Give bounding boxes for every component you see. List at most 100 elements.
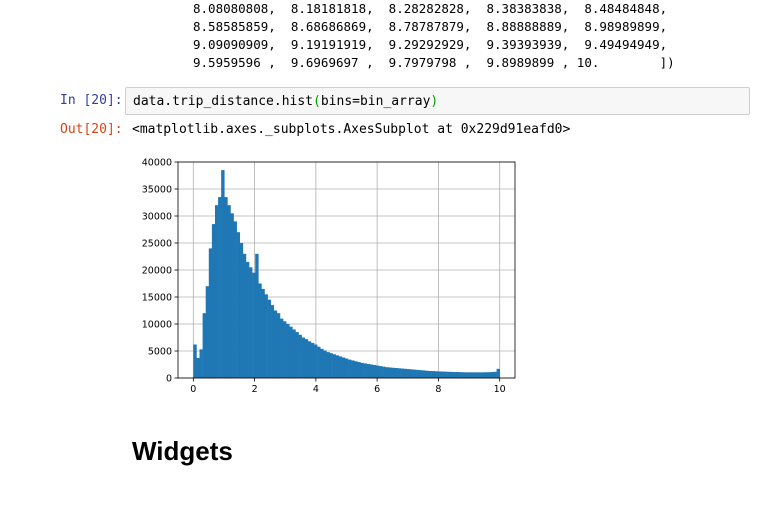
histogram-bar bbox=[283, 321, 287, 378]
histogram-bar bbox=[289, 326, 293, 378]
y-tick-label: 40000 bbox=[142, 158, 172, 169]
histogram-bar bbox=[462, 372, 466, 378]
histogram-bar bbox=[249, 267, 253, 378]
histogram-bar bbox=[242, 253, 247, 378]
y-tick-label: 35000 bbox=[142, 185, 172, 196]
histogram-plot: 0 5000 10000 15000 20000 25000 30000 35000 40000… bbox=[142, 158, 516, 395]
histogram-bar bbox=[208, 248, 213, 378]
array-output-line: 9.5959596 , 9.6969697 , 9.7979798 , 9.89… bbox=[193, 55, 675, 70]
histogram-bar bbox=[422, 370, 426, 378]
histogram-bar bbox=[335, 355, 340, 378]
histogram-bar bbox=[205, 286, 210, 378]
histogram-bar bbox=[471, 372, 476, 378]
histogram-bar bbox=[487, 372, 491, 378]
histogram-bar bbox=[351, 360, 355, 378]
histogram-bar bbox=[474, 372, 479, 378]
histogram-bar bbox=[450, 371, 454, 378]
histogram-bar bbox=[301, 337, 306, 378]
x-tick-label: 2 bbox=[252, 384, 258, 395]
histogram-bar bbox=[354, 361, 358, 378]
histogram-bar bbox=[397, 368, 401, 378]
histogram-bar bbox=[295, 332, 299, 378]
histogram-bar bbox=[348, 359, 352, 378]
histogram-bar bbox=[267, 299, 271, 378]
histogram-bar bbox=[437, 371, 442, 378]
histogram-bar bbox=[428, 370, 432, 378]
histogram-bar bbox=[193, 344, 197, 378]
histogram-bar bbox=[344, 358, 349, 378]
histogram-bar bbox=[372, 365, 377, 378]
histogram-bar bbox=[394, 368, 398, 378]
code-text[interactable]: data.trip_distance.hist(bins=bin_array) bbox=[133, 93, 438, 111]
histogram-bar bbox=[403, 368, 408, 378]
histogram-bar bbox=[459, 372, 463, 378]
histogram-bar bbox=[196, 358, 200, 378]
array-output-line: 8.08080808, 8.18181818, 8.28282828, 8.38… bbox=[193, 1, 668, 16]
histogram-bar bbox=[273, 310, 278, 378]
x-tick-label: 8 bbox=[435, 384, 441, 395]
histogram-bar bbox=[453, 372, 457, 378]
section-heading: Widgets bbox=[132, 436, 233, 466]
histogram-bar bbox=[413, 369, 417, 378]
histogram-bar bbox=[382, 366, 386, 378]
code-open-paren: ( bbox=[313, 94, 321, 109]
y-tick-label: 5000 bbox=[148, 347, 172, 358]
histogram-bar bbox=[341, 357, 346, 378]
histogram-bar bbox=[313, 344, 318, 378]
histogram-bar bbox=[245, 261, 250, 378]
histogram-bar bbox=[434, 371, 439, 378]
y-tick-label: 15000 bbox=[142, 293, 172, 304]
histogram-bar bbox=[304, 339, 309, 378]
histogram-bar bbox=[279, 318, 284, 378]
code-args: bins=bin_array bbox=[320, 94, 431, 109]
histogram-bar bbox=[406, 369, 411, 378]
histogram-bar bbox=[227, 205, 231, 378]
array-output-line: 8.58585859, 8.68686869, 8.78787879, 8.88… bbox=[193, 19, 668, 34]
histogram-bar bbox=[419, 370, 423, 378]
histogram-bar bbox=[360, 362, 364, 378]
histogram-bar bbox=[270, 305, 275, 378]
histogram-bar bbox=[443, 371, 448, 378]
histogram-bar bbox=[447, 371, 451, 378]
histogram-bar bbox=[230, 213, 234, 378]
histogram-bar bbox=[456, 372, 460, 378]
histogram-bar bbox=[431, 371, 436, 378]
code-close-paren: ) bbox=[430, 94, 439, 109]
histogram-bar bbox=[233, 221, 237, 378]
histogram-bar bbox=[440, 371, 445, 378]
histogram-bar bbox=[221, 170, 225, 378]
x-tick-label: 4 bbox=[313, 384, 319, 395]
histogram-bar bbox=[409, 369, 414, 378]
histogram-bar bbox=[261, 288, 265, 378]
histogram-bar bbox=[320, 348, 324, 378]
y-tick-label: 30000 bbox=[142, 212, 172, 223]
histogram-bar bbox=[478, 372, 482, 378]
histogram-bar bbox=[338, 356, 343, 378]
histogram-bar bbox=[236, 232, 241, 378]
histogram-bar bbox=[496, 368, 500, 378]
in-prompt: In [20]: bbox=[60, 93, 123, 108]
code-input-area[interactable]: data.trip_distance.hist(bins=bin_array) bbox=[125, 87, 750, 115]
histogram-bar bbox=[326, 352, 330, 378]
histogram-bar bbox=[214, 205, 219, 378]
histogram-bar bbox=[199, 349, 203, 378]
histogram-bar bbox=[239, 243, 244, 378]
histogram-bar bbox=[357, 362, 361, 378]
histogram-bar bbox=[425, 370, 429, 378]
output-repr: <matplotlib.axes._subplots.AxesSubplot a… bbox=[132, 122, 571, 137]
histogram-bar bbox=[286, 324, 290, 378]
histogram-bar bbox=[385, 367, 389, 378]
histogram-bar bbox=[255, 253, 259, 378]
histogram-bar bbox=[276, 313, 281, 378]
histogram-bar bbox=[329, 353, 333, 378]
y-tick-label: 25000 bbox=[142, 239, 172, 250]
histogram-bar bbox=[379, 366, 383, 378]
code-call: data.trip_distance.hist bbox=[133, 94, 314, 109]
y-tick-label: 20000 bbox=[142, 266, 172, 277]
histogram-bar bbox=[317, 346, 321, 378]
array-output-line: 9.09090909, 9.19191919, 9.29292929, 9.39… bbox=[193, 37, 668, 52]
histogram-bar bbox=[298, 334, 302, 378]
histogram-bar bbox=[481, 372, 485, 378]
histogram-bar bbox=[400, 368, 405, 378]
histogram-bar bbox=[292, 329, 296, 378]
